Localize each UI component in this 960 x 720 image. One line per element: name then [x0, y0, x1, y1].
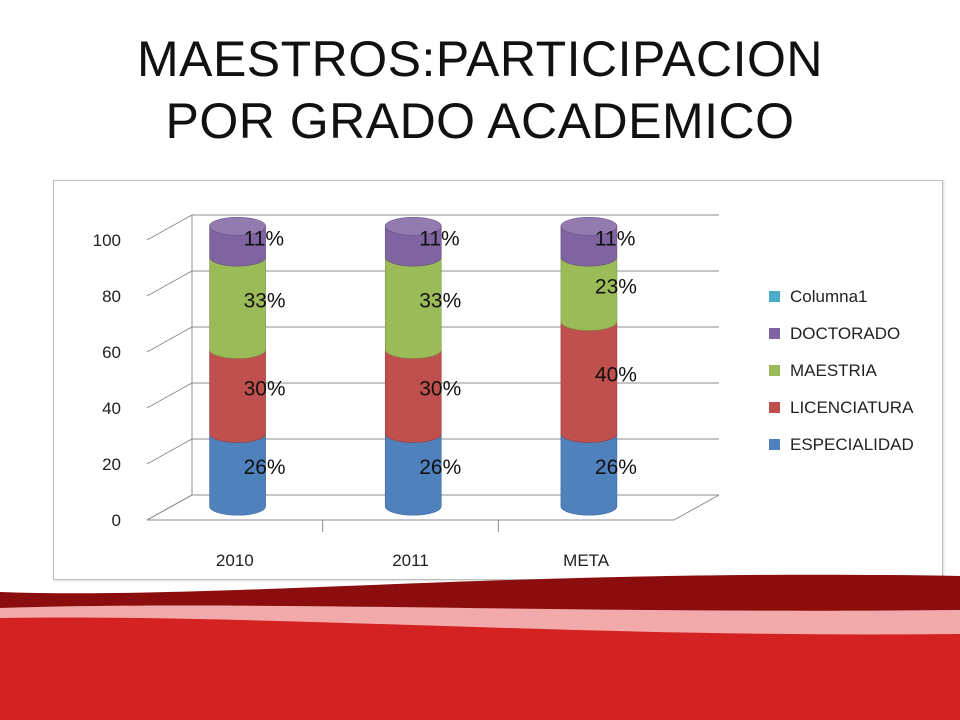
data-label: 26% — [244, 456, 286, 479]
bar-top-cap — [209, 216, 266, 236]
gridline — [146, 382, 719, 409]
bar-top-cap — [384, 216, 442, 236]
footer-wave — [0, 574, 960, 720]
gridline — [146, 326, 719, 353]
back-wall-edge — [146, 215, 193, 521]
legend-swatch — [769, 365, 780, 376]
legend-label: ESPECIALIDAD — [790, 435, 914, 454]
y-tick-label: 20 — [102, 455, 121, 474]
x-category-label: 2010 — [216, 551, 254, 570]
y-tick-label: 0 — [112, 511, 121, 530]
legend-label: Columna1 — [790, 287, 868, 306]
floor-right-edge — [673, 494, 720, 521]
bar-top-cap — [560, 216, 618, 236]
gridline — [146, 270, 719, 297]
data-label: 30% — [244, 377, 286, 400]
gridline — [146, 494, 719, 521]
legend-label: LICENCIATURA — [790, 398, 914, 417]
data-label: 40% — [595, 363, 637, 386]
data-label: 23% — [595, 275, 637, 298]
y-tick-label: 60 — [102, 343, 121, 362]
wave-red-band — [0, 617, 960, 720]
data-label: 11% — [244, 228, 284, 251]
legend-swatch — [769, 291, 780, 302]
slide-title: MAESTROS:PARTICIPACION POR GRADO ACADEMI… — [0, 28, 960, 152]
data-label: 11% — [419, 228, 459, 251]
gridline — [146, 214, 719, 241]
data-label: 30% — [419, 377, 461, 400]
legend-label: DOCTORADO — [790, 324, 900, 343]
y-tick-label: 100 — [93, 231, 121, 250]
data-label: 26% — [595, 456, 637, 479]
data-label: 11% — [595, 228, 635, 251]
chart-frame: 0 20 40 60 80 100 26% 30% 33% 11% 2010 26% 30% 33% 11%… — [53, 180, 943, 580]
data-label: 33% — [419, 289, 461, 312]
data-label: 26% — [419, 456, 461, 479]
y-tick-label: 40 — [102, 399, 121, 418]
data-label: 33% — [244, 289, 286, 312]
stacked-bar-chart: 0 20 40 60 80 100 26% 30% 33% 11% 2010 26% 30% 33% 11%… — [93, 214, 914, 570]
legend-label: MAESTRIA — [790, 361, 878, 380]
legend-swatch — [769, 402, 780, 413]
y-tick-label: 80 — [102, 287, 121, 306]
title-line-1: MAESTROS:PARTICIPACION — [136, 31, 824, 87]
x-category-label: META — [563, 551, 610, 570]
x-category-label: 2011 — [392, 551, 429, 570]
gridline — [146, 438, 719, 465]
title-line-2: POR GRADO ACADEMICO — [165, 93, 795, 149]
legend-swatch — [769, 439, 780, 450]
legend-swatch — [769, 328, 780, 339]
